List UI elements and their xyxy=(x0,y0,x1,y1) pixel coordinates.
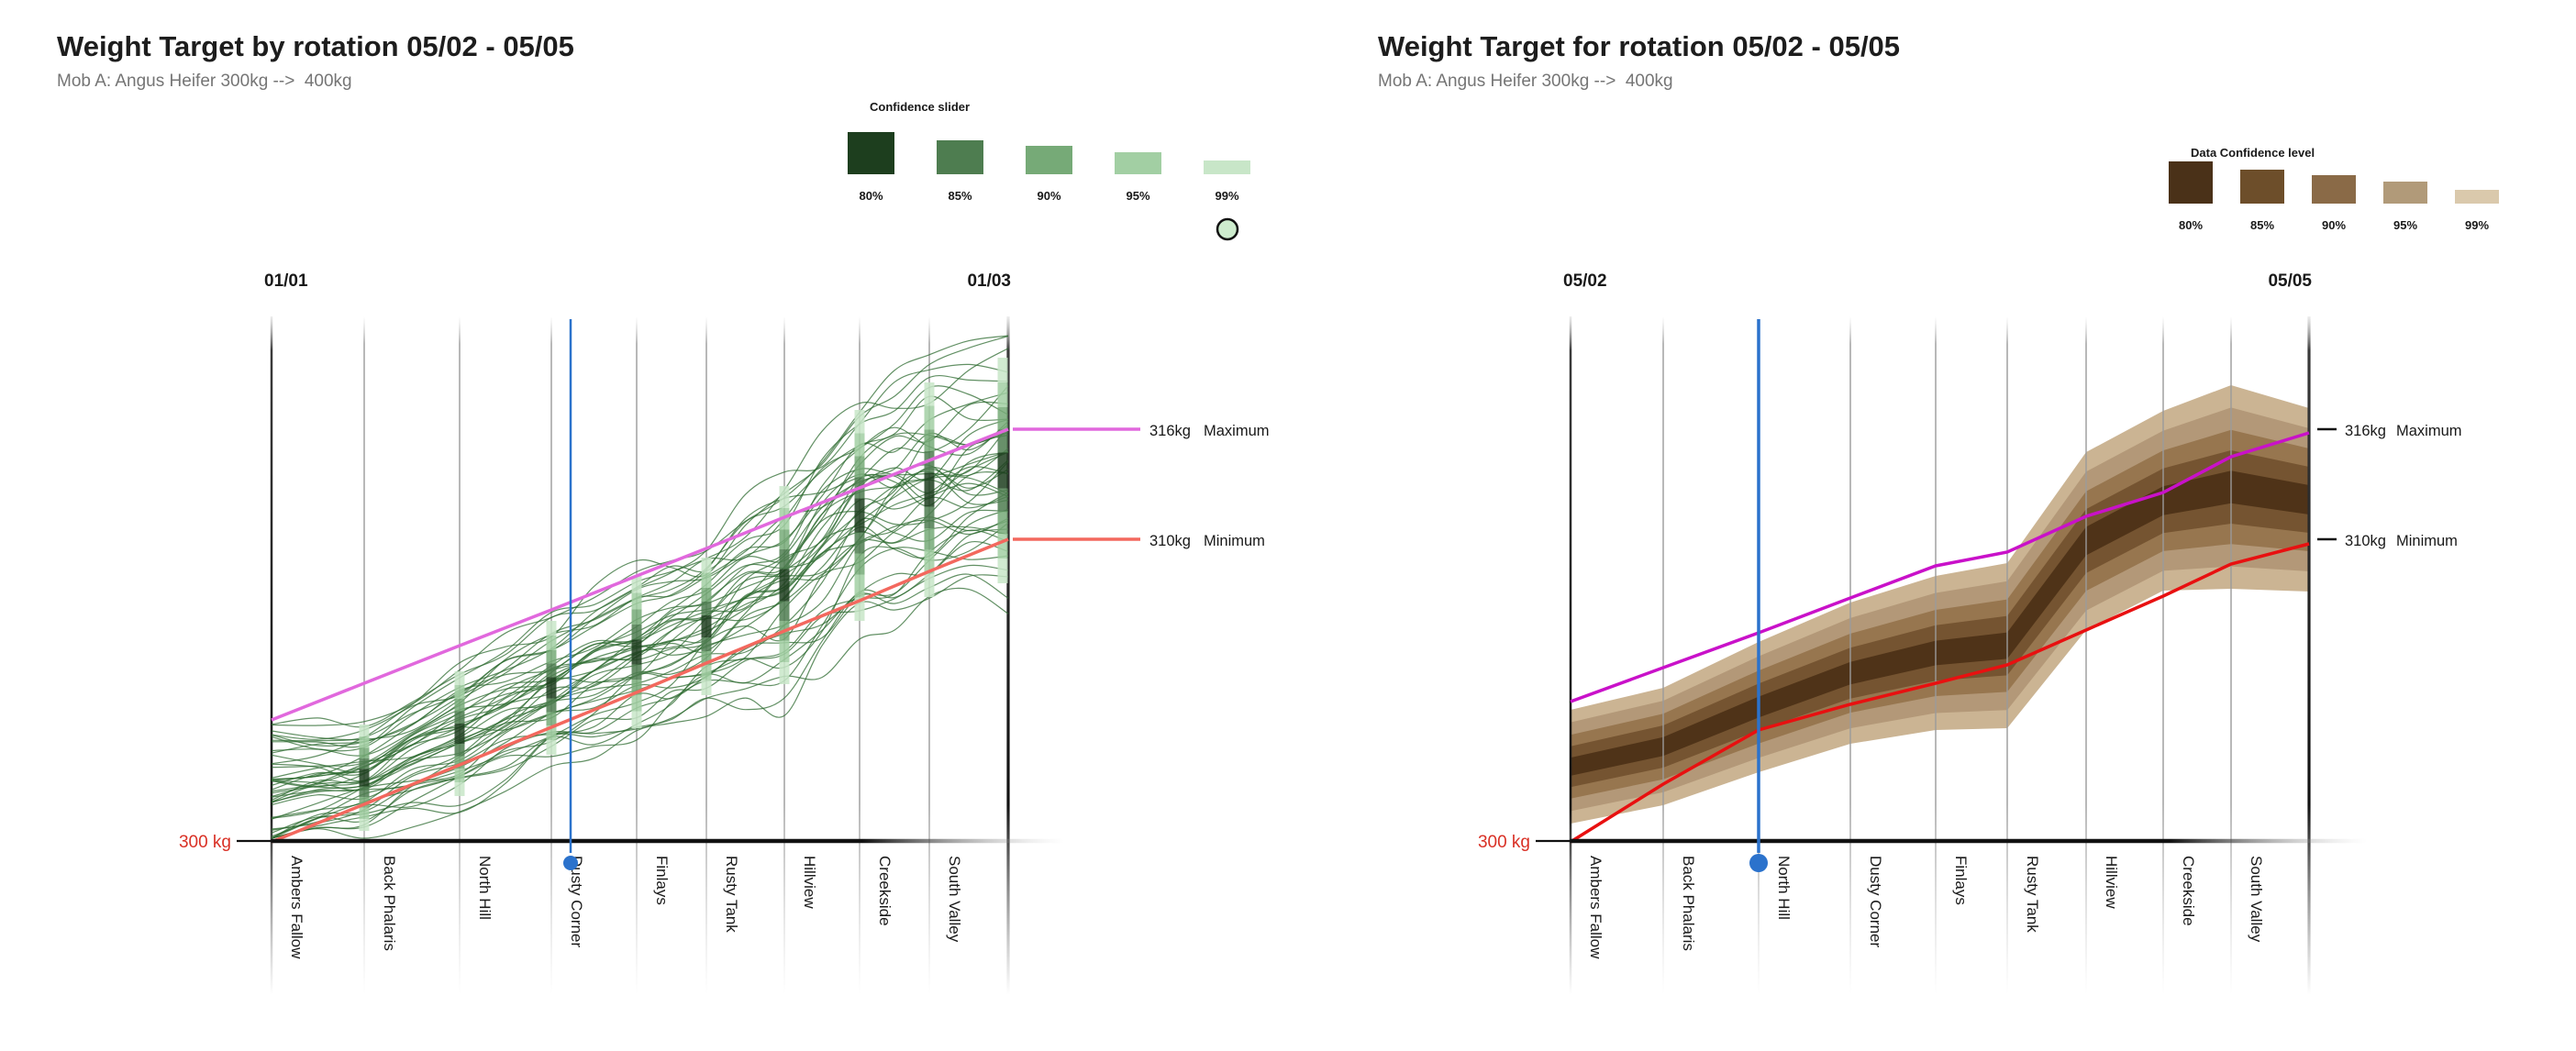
confidence-slider-handle[interactable] xyxy=(1216,217,1239,241)
legend-level-label: 95% xyxy=(1126,189,1149,203)
confidence-interval-bar xyxy=(779,486,790,684)
annotation-value: 310kg xyxy=(2345,533,2386,549)
paddock-label: South Valley xyxy=(2248,856,2265,943)
legend-swatch-80% xyxy=(848,132,894,174)
legend-level-label: 85% xyxy=(2250,218,2274,232)
current-day-marker-dot[interactable] xyxy=(1749,854,1768,872)
legend-swatch-99% xyxy=(1204,160,1250,174)
left-chart-plot: 316kg Maximum 310kg Minimum 300 kg 01/01 01/03… xyxy=(179,271,1270,995)
annotation-label: Maximum xyxy=(2396,423,2462,439)
paddock-label: Hillview xyxy=(2103,856,2120,909)
baseline-label: 300 kg xyxy=(1478,833,1530,852)
legend-title: Data Confidence level xyxy=(2191,146,2315,160)
date-end-label: 01/03 xyxy=(967,271,1011,291)
legend-swatch-95% xyxy=(2383,182,2427,204)
paddock-label: Rusty Tank xyxy=(2024,856,2041,933)
legend-swatch-85% xyxy=(937,140,983,174)
simulated-weight-trajectories xyxy=(271,335,1009,839)
legend-level-label: 95% xyxy=(2393,218,2417,232)
legend-swatch-90% xyxy=(2312,175,2356,204)
legend-swatch-80% xyxy=(2169,161,2213,204)
confidence-interval-bar xyxy=(454,671,465,796)
left-chart-subtitle: Mob A: Angus Heifer 300kg --> 400kg xyxy=(57,72,352,91)
right-chart-subtitle: Mob A: Angus Heifer 300kg --> 400kg xyxy=(1378,72,1673,91)
left-chart-title: Weight Target by rotation 05/02 - 05/05 xyxy=(57,30,574,62)
paddock-label: Finlays xyxy=(1952,856,1970,905)
paddock-label: North Hill xyxy=(1775,856,1793,920)
right-chart-plot: 316kg Maximum 310kg Minimum 300 kg 05/02 05/05… xyxy=(1478,271,2462,995)
annotation-label: Minimum xyxy=(2396,533,2458,549)
paddock-label: Back Phalaris xyxy=(381,856,398,951)
annotation-value: 316kg xyxy=(1149,423,1191,439)
paddock-label: Back Phalaris xyxy=(1680,856,1697,951)
legend-swatch-85% xyxy=(2240,170,2284,204)
confidence-interval-bar xyxy=(546,621,557,755)
paddock-label: South Valley xyxy=(946,856,963,943)
paddock-label: Finlays xyxy=(653,856,671,905)
minimum-target-line xyxy=(271,537,1009,844)
current-day-marker-dot[interactable] xyxy=(563,856,578,870)
data-confidence-legend: Data Confidence level 80% 85% 90% 95% 99% xyxy=(2169,146,2499,232)
legend-level-label: 85% xyxy=(948,189,972,203)
paddock-label: Rusty Tank xyxy=(723,856,740,933)
legend-swatch-90% xyxy=(1026,146,1072,174)
date-start-label: 05/02 xyxy=(1563,271,1607,291)
legend-level-label: 80% xyxy=(2179,218,2203,232)
paddock-label: Ambers Fallow xyxy=(288,856,305,959)
confidence-interval-bar xyxy=(924,382,935,597)
legend-swatch-99% xyxy=(2455,190,2499,204)
confidence-band-80% xyxy=(1571,470,2309,776)
date-start-label: 01/01 xyxy=(264,271,308,291)
legend-level-label: 90% xyxy=(1037,189,1060,203)
paddock-label: Creekside xyxy=(876,856,894,926)
baseline-label: 300 kg xyxy=(179,833,231,852)
paddock-label: Dusty Corner xyxy=(1867,856,1884,947)
confidence-interval-bar xyxy=(997,358,1008,583)
right-chart-title: Weight Target for rotation 05/02 - 05/05 xyxy=(1378,30,1901,62)
confidence-interval-bar xyxy=(359,725,370,831)
annotation-value: 316kg xyxy=(2345,423,2386,439)
confidence-interval-bar xyxy=(854,410,865,621)
paddock-label: Hillview xyxy=(801,856,818,909)
annotation-label: Minimum xyxy=(1204,533,1265,549)
legend-title: Confidence slider xyxy=(870,100,970,114)
date-end-label: 05/05 xyxy=(2268,271,2312,291)
paddock-label: Dusty Corner xyxy=(568,856,585,947)
confidence-slider-legend: Confidence slider 80% 85% 90% 95% 99% xyxy=(848,100,1250,241)
maximum-target-line xyxy=(271,427,1009,722)
annotation-label: Maximum xyxy=(1204,423,1270,439)
minimum-target-line xyxy=(1570,542,2310,844)
maximum-target-line xyxy=(1570,431,2310,703)
confidence-interval-bar xyxy=(631,576,642,728)
legend-swatch-95% xyxy=(1115,152,1161,174)
paddock-label: North Hill xyxy=(476,856,494,920)
legend-level-label: 99% xyxy=(1215,189,1238,203)
annotation-value: 310kg xyxy=(1149,533,1191,549)
legend-level-label: 99% xyxy=(2465,218,2489,232)
paddock-label: Ambers Fallow xyxy=(1587,856,1604,959)
confidence-interval-bar xyxy=(701,558,712,695)
legend-level-label: 90% xyxy=(2322,218,2346,232)
legend-level-label: 80% xyxy=(859,189,883,203)
paddock-label: Creekside xyxy=(2180,856,2197,926)
